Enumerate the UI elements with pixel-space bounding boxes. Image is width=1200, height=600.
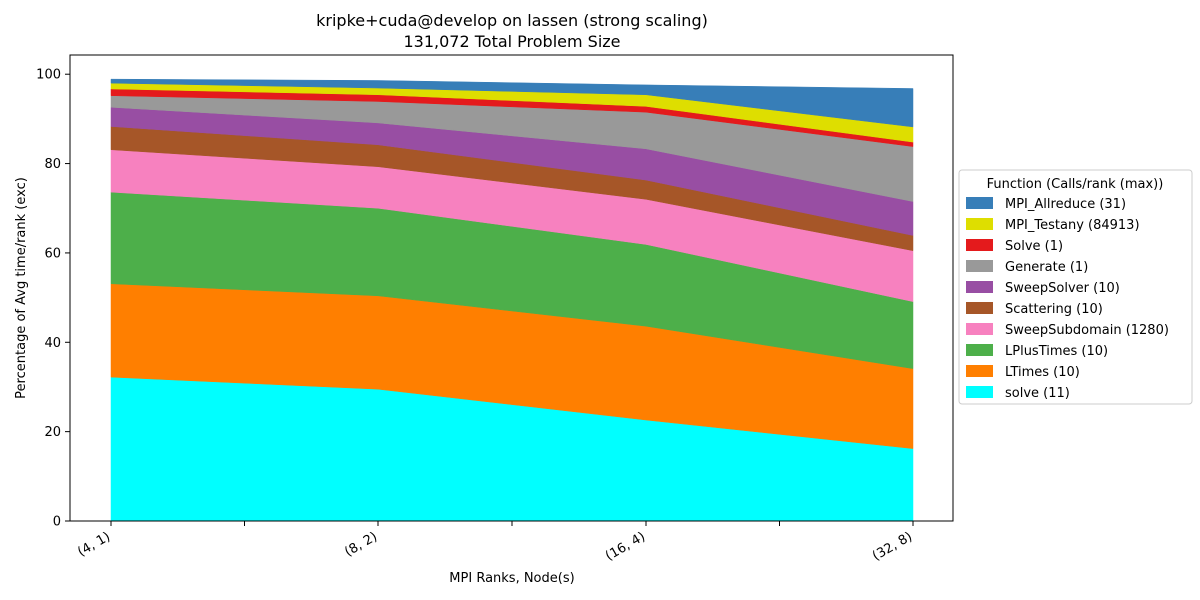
legend-items: MPI_Allreduce (31) MPI_Testany (84913) Sol… [966,197,1169,401]
legend-swatch-lplustimes-10 [966,344,993,356]
y-tick-label-20: 20 [44,425,61,440]
area-series-group [110,78,914,522]
legend-label-sweepsolver-10: SweepSolver (10) [1005,281,1120,296]
legend-box [958,169,1193,405]
y-tick-label-80: 80 [44,157,61,172]
legend-swatch-mpi-testany-84913 [966,218,993,230]
legend-label-mpi-allreduce-31: MPI_Allreduce (31) [1005,197,1126,212]
legend-label-sweepsubdomain-1280: SweepSubdomain (1280) [1005,323,1169,338]
legend-swatch-generate-1 [966,260,993,272]
area-mpi-allreduce-31 [110,78,914,128]
y-tick-label-0: 0 [53,515,61,530]
legend-label-generate-1: Generate (1) [1005,260,1088,275]
legend-swatch-solve-1 [966,239,993,251]
y-tick-label-60: 60 [44,246,61,261]
legend-label-ltimes-10: LTimes (10) [1005,365,1080,380]
chart-title-line2: 131,072 Total Problem Size [403,32,620,51]
y-axis: 0 20 40 60 80 100 [36,68,70,530]
legend: Function (Calls/rank (max)) MPI_Allreduc… [958,169,1193,405]
legend-label-solve-1: Solve (1) [1005,239,1063,254]
legend-label-scattering-10: Scattering (10) [1005,302,1103,317]
legend-label-mpi-testany-84913: MPI_Testany (84913) [1005,218,1140,233]
chart-title-line1: kripke+cuda@develop on lassen (strong sc… [316,11,708,30]
legend-swatch-sweepsubdomain-1280 [966,323,993,335]
legend-swatch-solve-11 [966,386,993,398]
legend-swatch-ltimes-10 [966,365,993,377]
legend-swatch-scattering-10 [966,302,993,314]
legend-label-solve-11: solve (11) [1005,386,1070,401]
legend-swatch-mpi-allreduce-31 [966,197,993,209]
y-tick-label-40: 40 [44,336,61,351]
x-axis-label: MPI Ranks, Node(s) [449,571,574,586]
y-tick-label-100: 100 [36,68,61,83]
legend-swatch-sweepsolver-10 [966,281,993,293]
y-axis-label: Percentage of Avg time/rank (exc) [14,177,29,399]
legend-title: Function (Calls/rank (max)) [987,177,1164,192]
legend-label-lplustimes-10: LPlusTimes (10) [1005,344,1108,359]
